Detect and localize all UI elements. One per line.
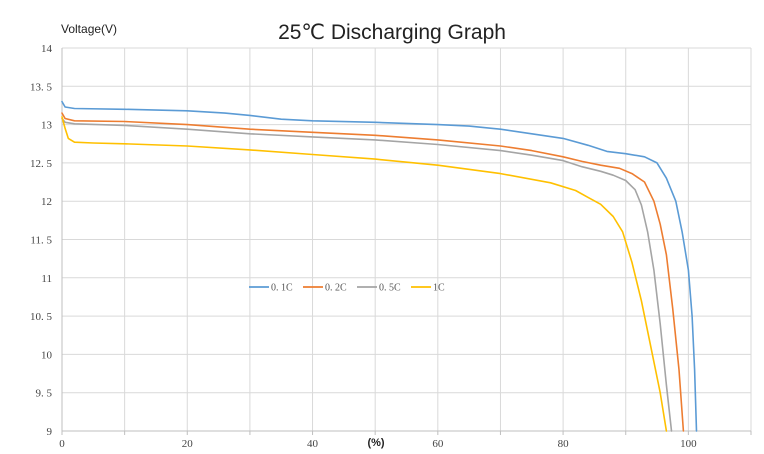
series-line — [61, 116, 668, 432]
y-tick-label: 9 — [47, 426, 53, 438]
legend: 0. 1C 0. 2C 0. 5C 1C — [249, 283, 445, 294]
grid — [62, 47, 752, 432]
y-tick-label: 10. 5 — [30, 311, 53, 323]
y-tick-label: 10 — [41, 349, 53, 361]
y-tick-label: 14 — [41, 43, 53, 55]
y-tick-label: 9. 5 — [36, 388, 53, 400]
series-lines — [61, 100, 698, 432]
y-tick-label: 12 — [41, 196, 52, 208]
y-tick-label: 11 — [41, 273, 52, 285]
series-line — [61, 100, 698, 432]
series-line — [61, 117, 673, 432]
x-tick-label: 0 — [59, 438, 65, 450]
x-axis-label: (%) — [367, 437, 384, 449]
y-tick-label: 13 — [41, 120, 53, 132]
legend-label: 0. 2C — [325, 283, 347, 294]
legend-label: 0. 1C — [271, 283, 293, 294]
x-tick-label: 80 — [558, 438, 570, 450]
y-tick-label: 13. 5 — [30, 81, 53, 93]
series-line — [61, 112, 685, 432]
legend-label: 0. 5C — [379, 283, 401, 294]
x-tick-label: 100 — [680, 438, 697, 450]
legend-label: 1C — [433, 283, 445, 294]
y-tick-label: 11. 5 — [30, 235, 52, 247]
x-tick-label: 60 — [432, 438, 444, 450]
tick-labels: 9 9. 5 10 10. 5 11 11. 5 12 12. 5 13 13. 5 14 0 20 40… — [30, 43, 697, 450]
y-tick-label: 12. 5 — [30, 158, 53, 170]
x-tick-label: 20 — [182, 438, 194, 450]
chart-title: 25℃ Discharging Graph — [278, 21, 506, 44]
axes — [61, 48, 752, 435]
x-tick-label: 40 — [307, 438, 319, 450]
y-axis-label: Voltage(V) — [61, 22, 117, 36]
